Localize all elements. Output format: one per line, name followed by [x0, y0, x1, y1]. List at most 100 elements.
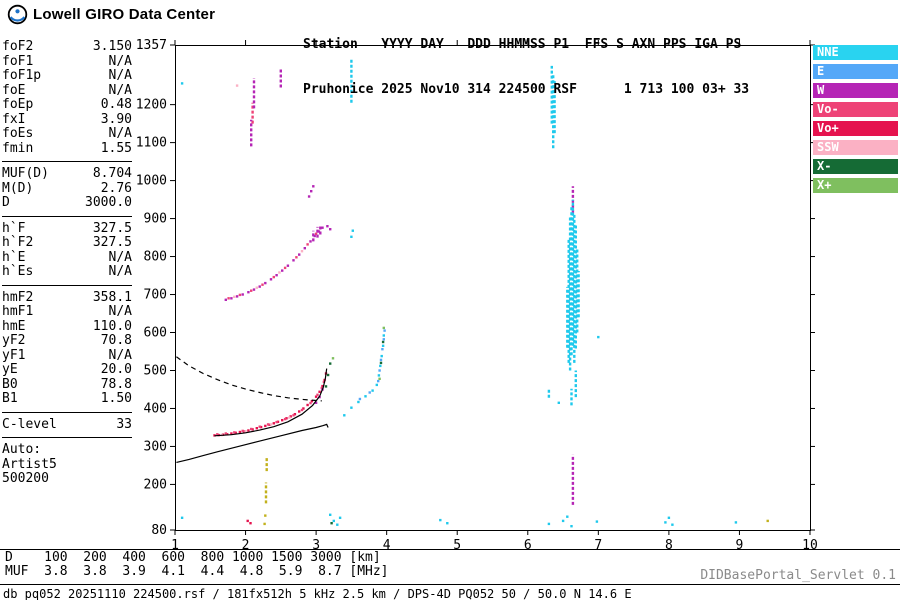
param-row-hmf1: hmF1 N/A [2, 304, 132, 320]
svg-text:10: 10 [802, 538, 818, 553]
servlet-version: DIDBasePortal_Servlet 0.1 [700, 568, 896, 583]
param-label: h`Es [2, 264, 34, 279]
svg-text:5: 5 [453, 538, 461, 553]
param-row-hf2: h`F2 327.5 [2, 235, 132, 251]
param-value: 0.48 [100, 97, 132, 112]
legend-item-ssw: SSW [813, 140, 898, 155]
param-value: 327.5 [92, 235, 132, 250]
svg-text:1200: 1200 [136, 98, 167, 113]
param-value: 3.150 [92, 39, 132, 54]
legend-item-w: W [813, 83, 898, 98]
param-label: foF1p [2, 68, 42, 83]
param-value: 3000.0 [85, 195, 132, 210]
overlay-transmission-curve [176, 356, 322, 402]
param-row-hf: h`F 327.5 [2, 221, 132, 237]
footer-divider-top [0, 549, 900, 550]
param-row-auto: Auto: [2, 442, 132, 458]
param-value: 33 [116, 416, 132, 432]
param-label: 500200 [2, 471, 49, 486]
param-value: N/A [108, 264, 132, 279]
param-label: MUF(D) [2, 166, 49, 181]
svg-text:800: 800 [144, 250, 167, 265]
svg-text:700: 700 [144, 288, 167, 303]
param-label: Auto: [2, 442, 42, 457]
param-row-hme: hmE 110.0 [2, 318, 132, 335]
svg-text:1: 1 [171, 538, 179, 553]
param-row-he: h`E N/A [2, 249, 132, 266]
param-group: C-level 33 [2, 411, 132, 438]
param-value: N/A [108, 82, 132, 98]
legend-item-x+: X+ [813, 178, 898, 193]
param-row-hes: h`Es N/A [2, 264, 132, 280]
svg-text:80: 80 [151, 523, 167, 538]
lowell-giro-brand: Lowell GIRO Data Center [7, 4, 215, 25]
param-label: hmE [2, 318, 26, 334]
param-label: hmF1 [2, 304, 34, 319]
param-group: h`F 327.5 h`F2 327.5 h`E N/A h`Es N/A [2, 215, 132, 285]
legend-item-vo-: Vo- [813, 102, 898, 117]
y-axis: 1357 1200 1100 1000 900 800 700 600 500 400 300 200… [136, 38, 815, 538]
param-label: hmF2 [2, 289, 34, 305]
svg-text:200: 200 [144, 477, 167, 492]
svg-text:600: 600 [144, 326, 167, 341]
echo-series-ssw [220, 84, 304, 437]
legend-item-e: E [813, 64, 898, 79]
echo-series-w [224, 68, 575, 505]
param-row-artist5: Artist5 [2, 456, 132, 473]
param-label: yE [2, 362, 18, 377]
param-value: 20.0 [100, 362, 132, 377]
param-label: D [2, 195, 10, 210]
svg-text:1000: 1000 [136, 174, 167, 189]
param-row-fmin: fmin 1.55 [2, 140, 132, 157]
param-label: M(D) [2, 180, 34, 196]
param-group: MUF(D) 8.704 M(D) 2.76 D 3000.0 [2, 161, 132, 216]
param-value: 110.0 [92, 318, 132, 334]
param-label: C-level [2, 416, 57, 432]
station-header: Station YYYY DAY DDD HHMMSS P1 FFS S AXN… [303, 7, 749, 127]
svg-text:2: 2 [242, 538, 250, 553]
param-row-md: M(D) 2.76 [2, 180, 132, 197]
parameter-panel: foF2 3.150 foF1 N/A foF1p N/A foE N/A foEp 0.48 fx… [2, 39, 132, 492]
param-row-foes: foEs N/A [2, 126, 132, 142]
plot-frame [175, 45, 811, 531]
param-value: 358.1 [92, 289, 132, 305]
overlay-o-trace-fit [214, 368, 328, 437]
param-row-ye: yE 20.0 [2, 362, 132, 378]
param-label: foF2 [2, 39, 34, 54]
param-label: yF2 [2, 333, 26, 348]
svg-text:1100: 1100 [136, 136, 167, 151]
measurement-info-line: db pq052 20251110 224500.rsf / 181fx512h… [3, 587, 632, 600]
param-label: foF1 [2, 53, 34, 69]
param-value: 1.50 [100, 391, 132, 406]
param-value: 1.55 [100, 140, 132, 156]
svg-text:9: 9 [736, 538, 744, 553]
param-label: B1 [2, 391, 18, 406]
param-row-fxi: fxI 3.90 [2, 112, 132, 128]
param-value: 2.76 [100, 180, 132, 196]
param-value: N/A [108, 126, 132, 141]
svg-text:900: 900 [144, 212, 167, 227]
svg-text:400: 400 [144, 401, 167, 416]
param-group: foF2 3.150 foF1 N/A foF1p N/A foE N/A foEp 0.48 fx… [2, 39, 132, 161]
param-label: Artist5 [2, 456, 57, 472]
param-row-b1: B1 1.50 [2, 391, 132, 407]
legend-item-vo+: Vo+ [813, 121, 898, 136]
param-label: h`F2 [2, 235, 34, 250]
svg-text:7: 7 [594, 538, 602, 553]
brand-title: Lowell GIRO Data Center [33, 6, 216, 23]
param-label: foEp [2, 97, 34, 112]
param-row-yf1: yF1 N/A [2, 347, 132, 364]
param-value: N/A [108, 249, 132, 265]
param-row-foep: foEp 0.48 [2, 97, 132, 113]
echo-series-x- [324, 340, 385, 525]
station-header-values: Pruhonice 2025 Nov10 314 224500 RSF 1 71… [303, 82, 750, 97]
svg-text:4: 4 [383, 538, 391, 553]
param-row-yf2: yF2 70.8 [2, 333, 132, 349]
param-value: N/A [108, 347, 132, 363]
svg-text:300: 300 [144, 439, 167, 454]
echo-series-nne [180, 59, 738, 528]
param-value: N/A [108, 53, 132, 69]
station-header-columns: Station YYYY DAY DDD HHMMSS P1 FFS S AXN… [303, 37, 742, 52]
